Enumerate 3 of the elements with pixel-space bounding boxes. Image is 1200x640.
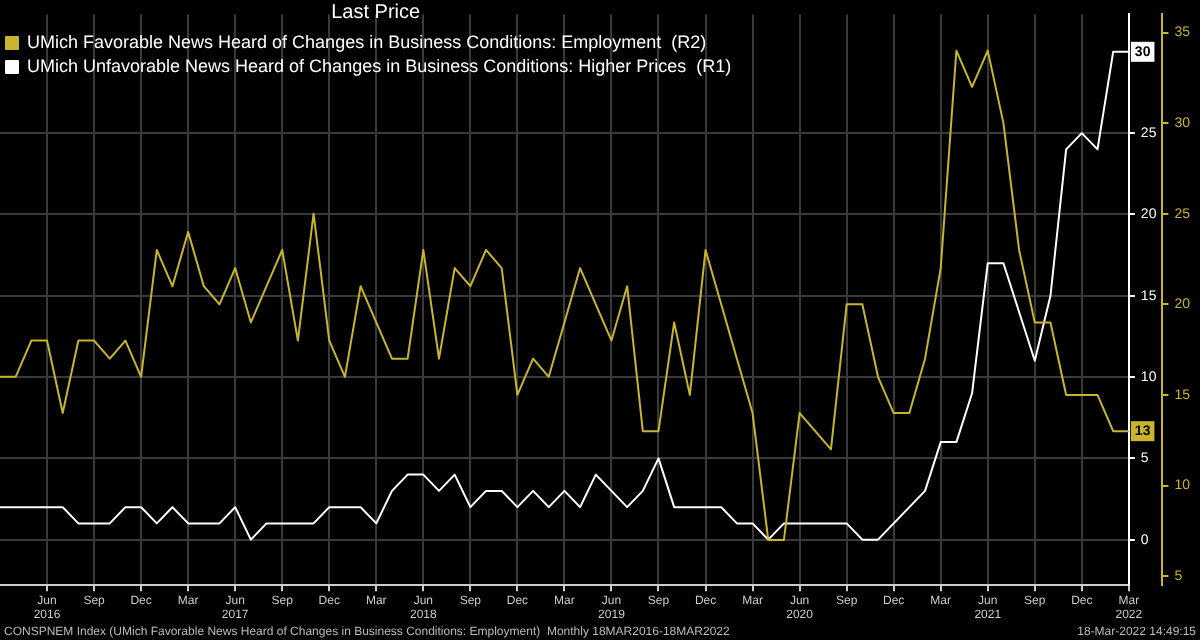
legend-label: UMich Favorable News Heard of Changes in Business Conditions: Employment (R2) bbox=[27, 31, 707, 52]
legend-label: UMich Unfavorable News Heard of Changes in Business Conditions: Higher Prices (R1) bbox=[27, 55, 732, 76]
legend-title: Last Price bbox=[331, 1, 421, 24]
